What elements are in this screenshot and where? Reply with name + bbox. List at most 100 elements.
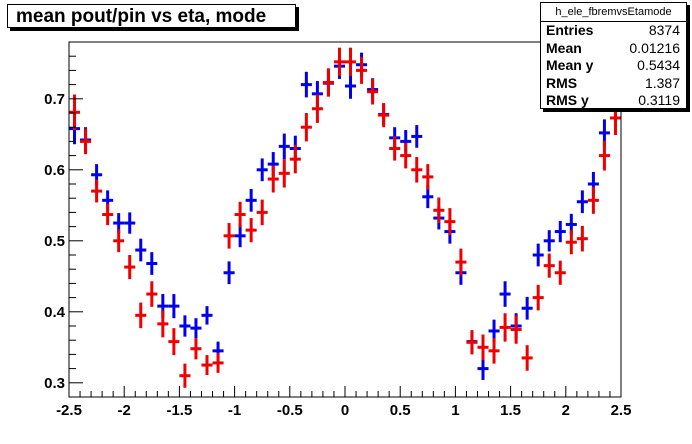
data-point (190, 318, 202, 339)
data-point (102, 203, 114, 226)
data-point (598, 140, 610, 171)
data-point (223, 261, 235, 285)
stats-value: 1.387 (644, 74, 680, 91)
data-point (499, 313, 511, 342)
x-tick-label: 2.5 (611, 402, 632, 419)
data-point (378, 103, 390, 128)
x-tick-label: 1.5 (500, 402, 521, 419)
data-point (245, 218, 257, 243)
stats-row-mean: Mean 0.01216 (541, 40, 686, 58)
data-point (223, 223, 235, 249)
chart-marks (69, 47, 621, 388)
data-point (576, 225, 588, 252)
data-point (422, 164, 434, 190)
stats-row-mean-y: Mean y 0.5434 (541, 57, 686, 75)
chart-axes: -2.5 -2 -1.5 -1 -0.5 0 0.5 1 1.5 2 2.5 0.3 0.4 0.5 0.6… (44, 41, 632, 419)
data-point (289, 144, 301, 174)
stats-value: 0.01216 (629, 39, 680, 56)
data-point (345, 73, 357, 99)
data-point (400, 142, 412, 169)
stats-key: Entries (546, 22, 594, 38)
data-point (113, 229, 125, 253)
data-point (69, 94, 81, 131)
data-point (311, 94, 323, 123)
data-point (389, 136, 401, 161)
data-point (201, 355, 213, 375)
chart-title: mean pout/pin vs eta, mode (7, 4, 296, 28)
data-point (488, 338, 500, 364)
data-point (367, 78, 379, 105)
data-point (356, 56, 368, 84)
data-point (157, 310, 169, 338)
data-point (278, 133, 290, 160)
data-point (521, 296, 533, 320)
x-tick-label: 2 (562, 402, 570, 419)
data-point (179, 315, 191, 337)
data-point (322, 68, 334, 97)
data-point (543, 253, 555, 278)
data-point (201, 306, 213, 325)
data-point (411, 125, 423, 148)
stats-key: Mean y (546, 57, 594, 73)
data-point (146, 281, 158, 307)
series-2 (69, 47, 621, 388)
data-point (80, 128, 92, 155)
y-tick-label: 0.6 (44, 162, 65, 179)
data-point (135, 302, 147, 329)
x-tick-label: 0 (341, 402, 349, 419)
stats-box: h_ele_fbremvsEtamode Entries 8374 Mean 0… (540, 2, 687, 109)
y-tick-label: 0.5 (44, 233, 65, 250)
data-point (444, 208, 456, 236)
x-tick-label: -0.5 (277, 402, 303, 419)
stats-value: 8374 (648, 22, 680, 38)
data-point (576, 190, 588, 214)
x-tick-label: 1 (451, 402, 459, 419)
stats-value: 0.5434 (637, 57, 680, 73)
data-point (521, 345, 533, 371)
data-point (245, 188, 257, 212)
stats-key: RMS y (546, 92, 589, 108)
x-tick-label: 0.5 (390, 402, 411, 419)
stats-value: 0.3119 (638, 92, 680, 108)
data-point (135, 238, 147, 262)
data-point (124, 255, 136, 280)
x-tick-label: -1 (228, 402, 241, 419)
data-point (532, 243, 544, 267)
y-tick-label: 0.7 (44, 91, 65, 108)
data-point (168, 328, 180, 356)
data-point (466, 330, 478, 355)
data-point (532, 284, 544, 311)
data-point (256, 158, 268, 182)
data-point (179, 363, 191, 388)
data-point (455, 248, 467, 276)
data-point (146, 252, 158, 275)
stats-row-rms-y: RMS y 0.3119 (541, 92, 686, 110)
data-point (212, 352, 224, 373)
x-tick-label: -1.5 (166, 402, 192, 419)
data-point (411, 157, 423, 183)
x-tick-label: -2.5 (56, 402, 82, 419)
data-point (587, 186, 599, 214)
plot-frame (68, 41, 622, 398)
y-tick-label: 0.4 (44, 304, 66, 321)
stats-row-rms: RMS 1.387 (541, 75, 686, 93)
stats-row-entries: Entries 8374 (541, 22, 686, 40)
data-point (278, 159, 290, 188)
data-point (124, 212, 136, 234)
data-point (234, 224, 246, 248)
data-point (477, 334, 489, 361)
data-point (300, 71, 312, 98)
data-point (190, 338, 202, 360)
data-point (168, 294, 180, 319)
stats-key: Mean (546, 39, 582, 56)
data-point (543, 230, 555, 252)
x-tick-label: -2 (118, 402, 131, 419)
data-point (499, 281, 511, 307)
data-point (267, 165, 279, 193)
stats-key: RMS (546, 74, 578, 91)
y-tick-label: 0.3 (44, 375, 65, 392)
data-point (433, 197, 445, 224)
data-point (554, 260, 566, 285)
data-point (234, 201, 246, 228)
